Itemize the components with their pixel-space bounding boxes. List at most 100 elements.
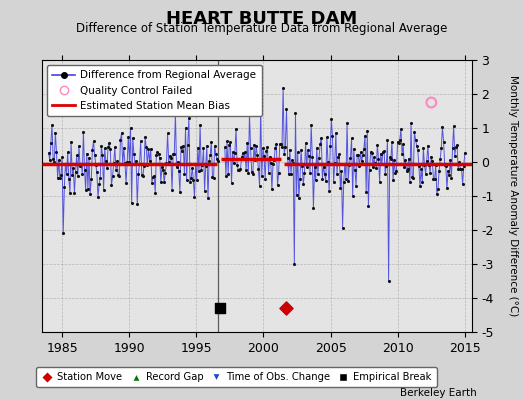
Point xyxy=(256,103,265,109)
Point xyxy=(148,180,156,186)
Point xyxy=(210,175,218,182)
Point xyxy=(154,149,162,155)
Point xyxy=(163,130,172,136)
Point xyxy=(411,136,420,143)
Point xyxy=(385,278,393,284)
Point xyxy=(244,170,253,176)
Point xyxy=(245,110,254,117)
Point xyxy=(52,149,61,155)
Point xyxy=(432,162,440,168)
Point xyxy=(176,189,184,196)
Point xyxy=(367,150,376,156)
Point xyxy=(104,144,112,150)
Point xyxy=(237,154,246,160)
Point xyxy=(222,173,230,179)
Point xyxy=(202,162,210,169)
Point xyxy=(150,173,158,179)
Point xyxy=(173,158,182,165)
Point xyxy=(79,129,88,135)
Point xyxy=(73,173,82,179)
Point xyxy=(313,144,321,151)
Point xyxy=(311,177,320,183)
Point xyxy=(207,138,215,145)
Point xyxy=(266,154,274,160)
Point xyxy=(184,115,193,121)
Point xyxy=(233,161,242,168)
Point xyxy=(314,171,322,177)
Point xyxy=(58,154,67,160)
Point xyxy=(107,182,116,188)
Point xyxy=(238,150,247,156)
Point xyxy=(47,139,55,146)
Point xyxy=(290,261,299,267)
Point xyxy=(323,134,331,140)
Point xyxy=(387,156,395,162)
Point xyxy=(407,120,415,127)
Point xyxy=(410,129,419,135)
Point xyxy=(416,183,424,189)
Point xyxy=(350,146,358,152)
Point xyxy=(395,140,403,146)
Point xyxy=(378,161,386,167)
Point xyxy=(198,162,206,168)
Point xyxy=(113,158,121,164)
Point xyxy=(114,172,123,178)
Point xyxy=(231,150,239,156)
Point xyxy=(203,143,211,149)
Point xyxy=(62,170,71,177)
Point xyxy=(342,176,350,182)
Point xyxy=(371,160,379,167)
Point xyxy=(116,137,125,143)
Point xyxy=(115,173,124,179)
Point xyxy=(420,162,429,168)
Point xyxy=(195,168,203,174)
Point xyxy=(223,138,231,145)
Point xyxy=(299,181,308,187)
Point xyxy=(399,141,407,148)
Point xyxy=(162,160,171,166)
Point xyxy=(214,158,222,164)
Point xyxy=(427,154,435,160)
Point xyxy=(232,126,240,132)
Point xyxy=(177,144,185,150)
Point xyxy=(429,176,438,182)
Point xyxy=(122,179,130,186)
Point xyxy=(146,158,154,164)
Point xyxy=(191,160,200,167)
Point xyxy=(403,166,412,172)
Point xyxy=(455,159,463,165)
Point xyxy=(160,179,168,186)
Point xyxy=(261,176,269,182)
Point xyxy=(54,157,63,164)
Point xyxy=(373,142,381,148)
Point xyxy=(345,162,354,168)
Point xyxy=(149,173,157,180)
Point xyxy=(102,158,110,164)
Point xyxy=(451,152,459,159)
Point xyxy=(167,155,175,161)
Point xyxy=(180,170,189,177)
Point xyxy=(294,195,303,202)
Point xyxy=(456,166,465,172)
Point xyxy=(424,142,432,149)
Point xyxy=(348,192,357,199)
Point xyxy=(438,124,446,130)
Point xyxy=(450,123,458,129)
Point xyxy=(381,171,389,177)
Point xyxy=(125,159,134,165)
Point xyxy=(282,305,290,311)
Point xyxy=(405,155,413,162)
Point xyxy=(361,132,369,139)
Point xyxy=(306,169,314,176)
Point xyxy=(336,184,345,191)
Point xyxy=(72,152,81,159)
Point xyxy=(414,163,423,169)
Point xyxy=(275,170,283,176)
Point xyxy=(130,150,138,157)
Point xyxy=(77,160,85,167)
Point xyxy=(418,179,427,186)
Point xyxy=(298,163,307,170)
Point xyxy=(380,148,388,154)
Point xyxy=(388,138,396,145)
Point xyxy=(117,130,126,136)
